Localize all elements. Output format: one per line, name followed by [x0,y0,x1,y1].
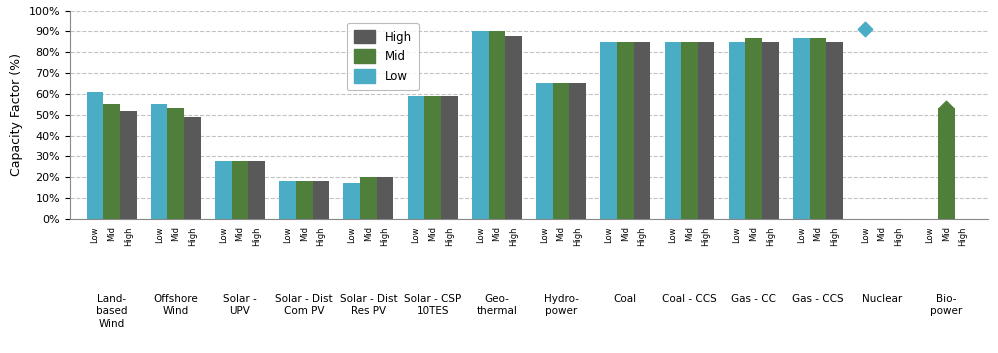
Bar [505,36,522,219]
Bar [120,110,137,219]
Bar [729,42,746,219]
Bar [826,42,842,219]
Bar [360,177,376,219]
Text: Hydro-
power: Hydro- power [544,294,579,316]
Bar [232,161,249,219]
Bar [249,161,264,219]
Bar [569,84,586,219]
Bar [553,84,569,219]
Bar [809,38,826,219]
Bar [295,181,312,219]
Bar [408,96,424,219]
Bar [103,104,120,219]
Bar [216,161,232,219]
Y-axis label: Capacity Factor (%): Capacity Factor (%) [10,53,23,176]
Bar [793,38,809,219]
Bar [601,42,617,219]
Bar [424,96,441,219]
Text: Gas - CC: Gas - CC [732,294,776,304]
Text: Coal: Coal [614,294,637,304]
Point [857,26,873,32]
Text: Bio-
power: Bio- power [930,294,962,316]
Text: Solar - Dist
Com PV: Solar - Dist Com PV [275,294,333,316]
Text: Gas - CCS: Gas - CCS [792,294,843,304]
Bar [343,184,360,219]
Bar [762,42,778,219]
Bar [168,108,184,219]
Bar [376,177,393,219]
Text: Geo-
thermal: Geo- thermal [476,294,517,316]
Text: Solar - CSP
10TES: Solar - CSP 10TES [404,294,461,316]
Legend: High, Mid, Low: High, Mid, Low [346,23,418,90]
Bar [665,42,682,219]
Bar [746,38,762,219]
Bar [472,31,489,219]
Bar [312,181,329,219]
Text: Coal - CCS: Coal - CCS [662,294,717,304]
Text: Land-
based
Wind: Land- based Wind [96,294,128,329]
Bar [698,42,715,219]
Text: Solar - Dist
Res PV: Solar - Dist Res PV [339,294,397,316]
Bar [536,84,553,219]
Text: Offshore
Wind: Offshore Wind [154,294,199,316]
Bar [151,104,168,219]
Bar [87,92,103,219]
Bar [441,96,457,219]
Bar [938,108,955,219]
Bar [617,42,634,219]
Bar [279,181,295,219]
Bar [184,117,201,219]
Text: Nuclear: Nuclear [862,294,902,304]
Text: Solar -
UPV: Solar - UPV [224,294,256,316]
Bar [682,42,698,219]
Point [938,106,954,111]
Bar [634,42,650,219]
Bar [489,31,505,219]
